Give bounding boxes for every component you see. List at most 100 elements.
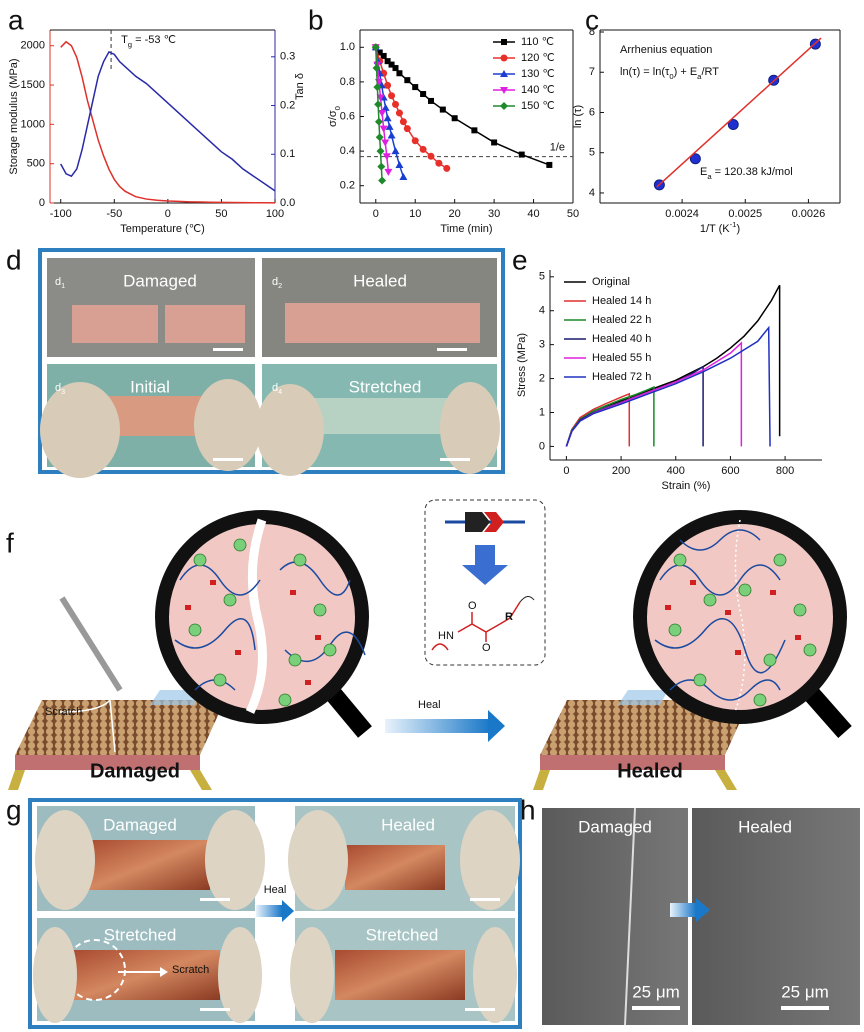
y-tick-label: 500 (27, 158, 45, 170)
x-tick-label: 30 (488, 208, 500, 220)
crack (245, 518, 267, 714)
cell-label: d1 (55, 276, 65, 290)
point (379, 125, 388, 133)
heal-arrow (670, 903, 696, 917)
x-axis-label-part: -1 (730, 220, 737, 229)
point (403, 125, 411, 133)
chem-label: O (468, 600, 477, 612)
point (381, 139, 390, 147)
y-axis-label: Storage modulus (MPa) (8, 58, 20, 174)
panel-g: g Scratch Heal Damaged Healed Stretched … (6, 794, 522, 1029)
bond-part (465, 512, 490, 532)
caption: Damaged (123, 271, 197, 290)
sample (345, 845, 445, 890)
y-tick-label: 8 (589, 26, 595, 38)
cell-letter: d (55, 382, 61, 394)
cell-index: 2 (278, 282, 282, 290)
y-axis-label-part: σ/σ (327, 110, 339, 127)
y-tick-label: 0 (39, 197, 45, 209)
caption: Healed (738, 817, 792, 836)
y-tick-label: 1.0 (340, 41, 355, 53)
point (387, 131, 396, 139)
legend-label: 130 ℃ (521, 68, 555, 80)
glove (256, 384, 324, 476)
x-axis-label: 1/T (K-1) (700, 220, 740, 235)
glove (33, 927, 77, 1023)
point (378, 110, 387, 118)
glove (290, 927, 334, 1023)
annotation-part: g (128, 40, 132, 49)
dynamic-bonds (185, 580, 321, 685)
legend-label: Healed 14 h (592, 295, 651, 307)
cell-letter: d (55, 276, 61, 288)
legend-label: Healed 55 h (592, 352, 651, 364)
scratch-arrow-head (160, 967, 168, 977)
panel-h: h Damaged Healed 25 μm 25 μm (520, 794, 860, 1026)
heal-arrow (385, 719, 490, 733)
point (411, 137, 419, 145)
magnifier (633, 510, 847, 724)
cell-index: 1 (61, 282, 65, 290)
x-axis-label: Temperature (℃) (120, 223, 205, 235)
point (428, 97, 434, 104)
panel-label: d (6, 244, 22, 275)
point (471, 127, 478, 134)
x-tick-label: 800 (776, 465, 794, 477)
x-tick-label: 0 (563, 465, 569, 477)
y2-tick-label: 0.3 (280, 51, 295, 63)
legend-marker (500, 54, 508, 62)
scale-bar (465, 1008, 495, 1011)
cell-letter: d (272, 382, 278, 394)
y-tick-label: 2000 (21, 40, 45, 52)
glove (473, 927, 517, 1023)
caption: Initial (130, 377, 170, 396)
point (380, 52, 387, 59)
y-tick-label: 0.2 (340, 180, 355, 192)
x-tick-label: 0.0025 (728, 208, 762, 220)
annotation: Tg = -53 ℃ (121, 34, 176, 49)
y2-tick-label: 0.1 (280, 148, 295, 160)
point (443, 164, 451, 172)
point (371, 43, 380, 52)
x-tick-label: 50 (215, 208, 227, 220)
x-axis-label-part: ) (736, 223, 740, 235)
sem-image (542, 808, 688, 1025)
film-edge (540, 755, 725, 770)
note-part: a (707, 172, 712, 181)
point (689, 153, 701, 165)
heal-arrow-head (282, 900, 294, 922)
point (374, 117, 383, 126)
point (435, 159, 443, 167)
cell-label: d2 (272, 276, 282, 290)
point (377, 162, 386, 171)
x-tick-label: 0 (165, 208, 171, 220)
x-tick-label: 10 (409, 208, 421, 220)
point (376, 49, 383, 56)
chem-label: O (482, 642, 491, 654)
point (375, 133, 384, 142)
sem-image (692, 808, 860, 1025)
point (392, 65, 399, 72)
scratch-label: Scratch (172, 964, 209, 976)
glove (205, 810, 265, 910)
glove (194, 379, 262, 471)
heal-label: Heal (264, 884, 287, 896)
point (378, 176, 387, 185)
x-tick-label: 40 (527, 208, 539, 220)
x-axis-label: Time (min) (440, 223, 492, 235)
x-tick-label: 20 (449, 208, 461, 220)
y2-tick-label: 0.2 (280, 99, 295, 111)
panel-label: h (520, 794, 536, 825)
chain (519, 596, 535, 603)
y2-axis-label: Tan δ (294, 73, 306, 100)
heal-arrow (256, 905, 282, 917)
caption: Damaged (103, 815, 177, 834)
legend-label: 120 ℃ (521, 52, 555, 64)
panel-label: f (6, 527, 14, 558)
zoom-cone (618, 690, 668, 705)
scale-bar (200, 898, 230, 901)
caption: Healed (353, 271, 407, 290)
y-axis-label: σ/σ0 (327, 106, 342, 127)
y-tick-label: 0.6 (340, 110, 355, 122)
